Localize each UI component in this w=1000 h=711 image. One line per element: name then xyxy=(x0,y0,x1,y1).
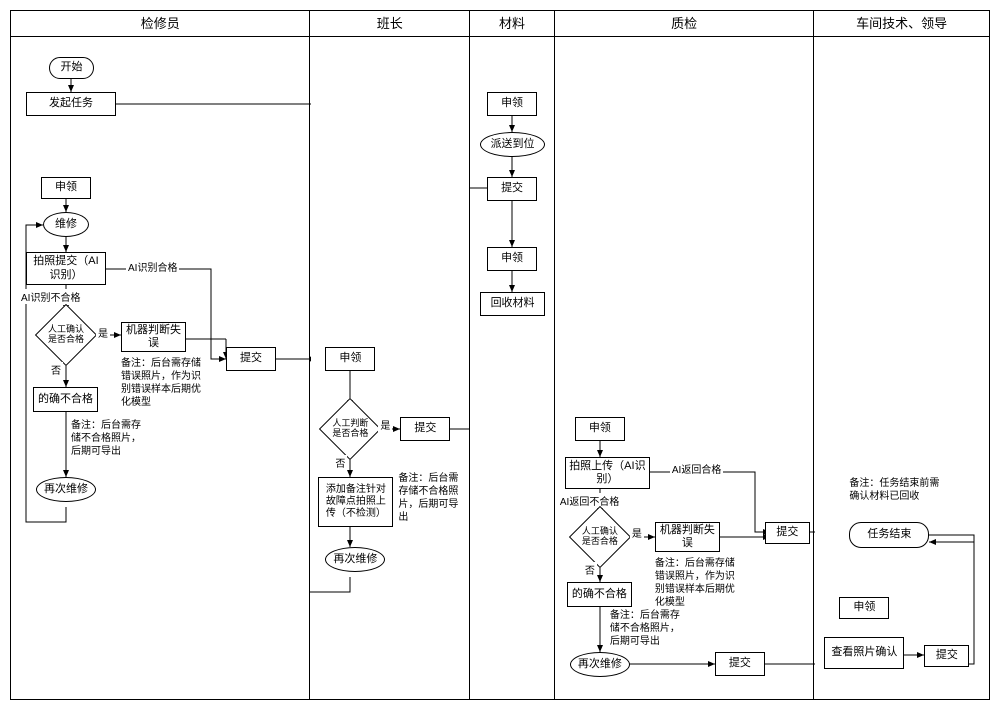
node-start: 开始 xyxy=(49,57,94,79)
node-manual-confirm: 人工确认是否合格 xyxy=(44,313,88,357)
node-claim-qc: 申领 xyxy=(575,417,625,441)
node-claim1: 申领 xyxy=(41,177,91,199)
label-yes1: 是 xyxy=(96,325,110,340)
node-notpass-qc: 的确不合格 xyxy=(567,582,632,607)
label-no1: 否 xyxy=(49,362,63,377)
note-notpass: 备注：后台需存储不合格照片，后期可导出 xyxy=(71,419,141,458)
node-machine-error: 机器判断失误 xyxy=(121,322,186,352)
node-recycle: 回收材料 xyxy=(480,292,545,316)
node-leader-confirm: 人工判断是否合格 xyxy=(328,407,372,451)
node-qc-confirm: 人工确认是否合格 xyxy=(578,515,622,559)
node-submit-mat: 提交 xyxy=(487,177,537,201)
node-rerepair-leader: 再次维修 xyxy=(325,547,385,572)
node-rerepair-qc: 再次维修 xyxy=(570,652,630,677)
note-notpass-qc: 备注：后台需存储不合格照片，后期可导出 xyxy=(610,609,680,648)
node-initiate: 发起任务 xyxy=(26,92,116,116)
node-deliver: 派送到位 xyxy=(480,132,545,157)
swimlane-container: 检修员 xyxy=(10,10,990,700)
node-notpass: 的确不合格 xyxy=(33,387,98,412)
note-machine-qc: 备注：后台需存储错误照片，作为识别错误样本后期优化模型 xyxy=(655,557,735,609)
note-machine: 备注：后台需存储错误照片，作为识别错误样本后期优化模型 xyxy=(121,357,201,409)
node-add-note: 添加备注针对故障点拍照上传（不检测） xyxy=(318,477,393,527)
label-ai-pass: AI识别合格 xyxy=(126,259,179,274)
label-yes3: 是 xyxy=(630,525,644,540)
node-submit-leader: 提交 xyxy=(400,417,450,441)
node-photo-submit: 拍照提交（AI识别） xyxy=(26,252,106,285)
node-claim-mat: 申领 xyxy=(487,92,537,116)
node-repair: 维修 xyxy=(43,212,89,237)
label-yes2: 是 xyxy=(378,417,392,432)
note-leader: 备注：后台需存储不合格照片，后期可导出 xyxy=(398,472,463,524)
lane-leader: 班长 申领 人工判断是否合格 是 否 提交 添加备注针对故障点拍照上传 xyxy=(310,11,470,699)
node-submit-qc: 提交 xyxy=(765,522,810,544)
node-machine-error-qc: 机器判断失误 xyxy=(655,522,720,552)
label-no2: 否 xyxy=(333,455,347,470)
node-claim-ws: 申领 xyxy=(839,597,889,619)
node-photo-qc: 拍照上传（AI识别） xyxy=(565,457,650,489)
note-end: 备注：任务结束前需确认材料已回收 xyxy=(849,477,944,503)
node-claim-leader: 申领 xyxy=(325,347,375,371)
node-view-photo: 查看照片确认 xyxy=(824,637,904,669)
node-submit-qc2: 提交 xyxy=(715,652,765,676)
lane-material: 材料 申领 派送到位 提交 申领 回收材料 xyxy=(470,11,555,699)
lane-header-workshop: 车间技术、领导 xyxy=(814,11,989,37)
node-submit1: 提交 xyxy=(226,347,276,371)
lane-workshop: 车间技术、领导 备注：任务结束前需确认材料已回收 任务结束 申领 查看照片确认 … xyxy=(814,11,989,699)
label-no3: 否 xyxy=(583,562,597,577)
node-claim-mat2: 申领 xyxy=(487,247,537,271)
node-submit-ws: 提交 xyxy=(924,645,969,667)
label-ai-return-fail: AI返回不合格 xyxy=(558,493,621,508)
lane-header-qc: 质检 xyxy=(555,11,813,37)
label-ai-return-pass: AI返回合格 xyxy=(670,461,723,476)
lane-qc: 质检 申领 拍照上传（AI识别） xyxy=(555,11,814,699)
lane-header-leader: 班长 xyxy=(310,11,469,37)
lane-inspector: 检修员 xyxy=(11,11,310,699)
lane-header-material: 材料 xyxy=(470,11,554,37)
lane-header-inspector: 检修员 xyxy=(11,11,309,37)
node-rerepair: 再次维修 xyxy=(36,477,96,502)
label-ai-fail: AI识别不合格 xyxy=(19,289,82,304)
node-task-end: 任务结束 xyxy=(849,522,929,548)
